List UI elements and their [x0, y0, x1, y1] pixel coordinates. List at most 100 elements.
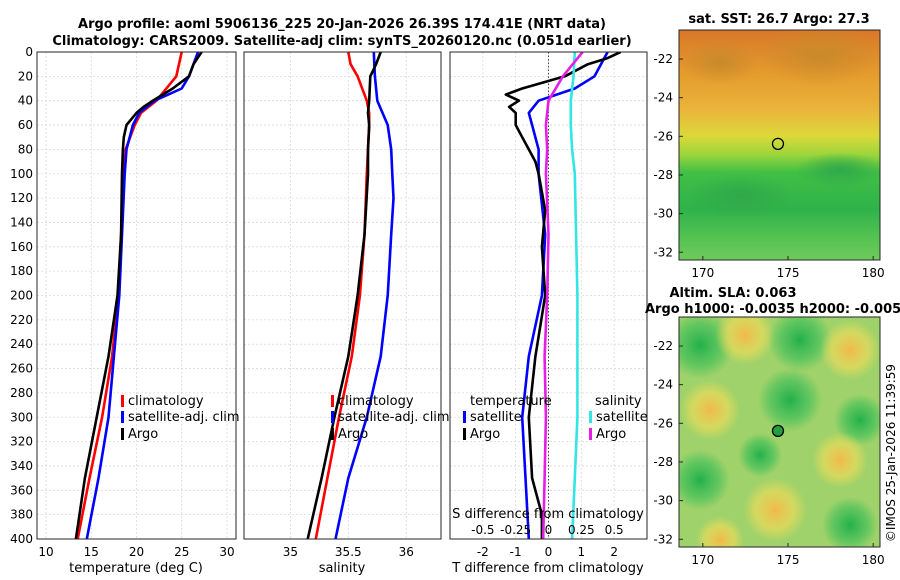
- salinity-tick-labels: 35 35.5 36: [283, 545, 414, 559]
- latitude-tick-label: -24: [653, 91, 673, 105]
- longitude-tick-label: 180: [862, 553, 885, 567]
- x-tick-label: 0: [545, 545, 553, 559]
- depth-tick-label: 260: [10, 362, 33, 376]
- depth-tick-label: 0: [25, 45, 33, 59]
- depth-tick-label: 220: [10, 313, 33, 327]
- depth-tick-label: 320: [10, 435, 33, 449]
- imos-credit: ©IMOS 25-Jan-2026 11:39:59: [884, 364, 898, 542]
- x-tick-label: 20: [129, 545, 144, 559]
- depth-tick-label: 300: [10, 410, 33, 424]
- x-tick-label: 36: [399, 545, 414, 559]
- s-difference-tick-label: 0.5: [605, 523, 624, 537]
- series-line-argo: [306, 52, 382, 539]
- difference-panel: -2 -1 0 1 2 -0.5 -0.25 0 0.25 0.5 S difference f…: [449, 51, 648, 576]
- s-difference-tick-label: -0.5: [471, 523, 494, 537]
- depth-tick-labels: 0 20 40 60 80 100 120 140 160 180 200 220 240 260 280 3…: [10, 45, 33, 546]
- legend-swatch-satellite-adj-sal: [331, 411, 334, 423]
- longitude-tick-label: 175: [777, 553, 800, 567]
- x-tick-label: 1: [578, 545, 586, 559]
- difference-axes-frame: [449, 51, 648, 540]
- temperature-axes-frame: [36, 51, 237, 540]
- legend-label-temp-argo: Argo: [470, 427, 500, 442]
- legend-label-sal-argo: Argo: [596, 427, 626, 442]
- legend-swatch-temp-satellite: [463, 411, 466, 423]
- temperature-panel: 0 20 40 60 80 100 120 140 160 180 200 220 240 260 280 3…: [10, 45, 240, 576]
- sst-cool-patch: [795, 152, 880, 188]
- depth-tick-label: 100: [10, 167, 33, 181]
- x-tick-label: -2: [477, 545, 489, 559]
- sla-low-anomaly: [758, 368, 822, 432]
- temperature-axis-label: temperature (deg C): [69, 561, 203, 576]
- legend-swatch-argo-sal: [331, 428, 334, 440]
- series-line-satellite-adj-clim: [334, 52, 395, 539]
- latitude-tick-label: -28: [653, 168, 673, 182]
- depth-tick-label: 360: [10, 483, 33, 497]
- sst-map-panel: sat. SST: 26.7 Argo: 27.3 -22 -24 -26 -28 -3…: [653, 12, 885, 280]
- longitude-tick-label: 175: [777, 266, 800, 280]
- sla-longitude-tick-labels: 170 175 180: [691, 543, 885, 567]
- latitude-tick-label: -22: [653, 52, 673, 66]
- legend-label-satellite-adj-sal: satellite-adj. clim: [338, 410, 450, 425]
- salinity-series: [306, 52, 395, 539]
- latitude-tick-label: -32: [653, 532, 673, 546]
- legend-header-salinity: salinity: [595, 394, 642, 409]
- latitude-tick-label: -32: [653, 245, 673, 259]
- sla-map-panel: Altim. SLA: 0.063 Argo h1000: -0.0035 h2…: [645, 286, 900, 567]
- depth-tick-label: 240: [10, 337, 33, 351]
- x-tick-label: 10: [38, 545, 53, 559]
- legend-swatch-climatology-sal: [331, 395, 334, 407]
- sla-high-anomaly: [696, 516, 744, 547]
- depth-tick-label: 180: [10, 264, 33, 278]
- sla-low-anomaly: [679, 450, 730, 510]
- sst-warm-patch: [680, 40, 760, 84]
- legend-label-climatology-sal: climatology: [338, 394, 414, 409]
- x-tick-label: 2: [610, 545, 618, 559]
- sst-map-frame: [678, 29, 881, 261]
- x-tick-label: 30: [219, 545, 234, 559]
- s-difference-tick-label: 0.25: [568, 523, 595, 537]
- sla-latitude-tick-labels: -22 -24 -26 -28 -30 -32: [653, 339, 683, 546]
- sla-high-anomaly: [715, 317, 775, 365]
- s-difference-tick-labels: -0.5 -0.25 0 0.25 0.5: [471, 523, 624, 537]
- figure-title-line2: Climatology: CARS2009. Satellite-adj cli…: [52, 34, 631, 49]
- sst-latitude-tick-labels: -22 -24 -26 -28 -30 -32: [653, 52, 683, 259]
- difference-legend: temperature satellite Argo salinity sate…: [463, 394, 648, 442]
- legend-swatch-argo: [121, 428, 124, 440]
- depth-tick-label: 80: [18, 142, 33, 156]
- legend-swatch-climatology: [121, 395, 124, 407]
- depth-tick-label: 200: [10, 289, 33, 303]
- salinity-axes-frame: [243, 51, 442, 540]
- depth-tick-label: 140: [10, 215, 33, 229]
- series-line-argo: [74, 52, 203, 539]
- sst-longitude-tick-labels: 170 175 180: [691, 256, 885, 280]
- sla-high-anomaly: [743, 478, 807, 542]
- depth-tick-label: 120: [10, 191, 33, 205]
- salinity-axis-label: salinity: [319, 561, 366, 576]
- x-tick-label: -1: [510, 545, 522, 559]
- legend-label-argo: Argo: [128, 427, 158, 442]
- t-difference-axis-label: T difference from climatology: [451, 561, 644, 576]
- x-tick-label: 15: [84, 545, 99, 559]
- x-tick-label: 35: [283, 545, 298, 559]
- sla-low-anomaly: [822, 497, 878, 547]
- s-difference-tick-label: -0.25: [500, 523, 531, 537]
- series-line-salinity-argo: [541, 52, 584, 539]
- depth-tick-label: 20: [18, 69, 33, 83]
- salinity-legend: climatology satellite-adj. clim Argo: [331, 394, 450, 442]
- sst-map-title: sat. SST: 26.7 Argo: 27.3: [688, 12, 869, 27]
- temperature-series: [74, 52, 203, 539]
- sst-warm-patch: [760, 30, 880, 85]
- series-line-temperature-satellite: [520, 52, 609, 539]
- sla-map-title: Altim. SLA: 0.063: [670, 286, 797, 301]
- x-tick-label: 25: [174, 545, 189, 559]
- depth-tick-label: 280: [10, 386, 33, 400]
- sla-high-anomaly: [680, 380, 740, 440]
- series-line-satellite-adj-clim: [85, 52, 200, 539]
- legend-label-argo-sal: Argo: [338, 427, 368, 442]
- latitude-tick-label: -28: [653, 455, 673, 469]
- legend-label-satellite-adj: satellite-adj. clim: [128, 410, 240, 425]
- s-difference-tick-label: 0: [545, 523, 553, 537]
- legend-swatch-sal-argo: [589, 428, 592, 440]
- legend-label-sal-satellite: satellite: [596, 410, 648, 425]
